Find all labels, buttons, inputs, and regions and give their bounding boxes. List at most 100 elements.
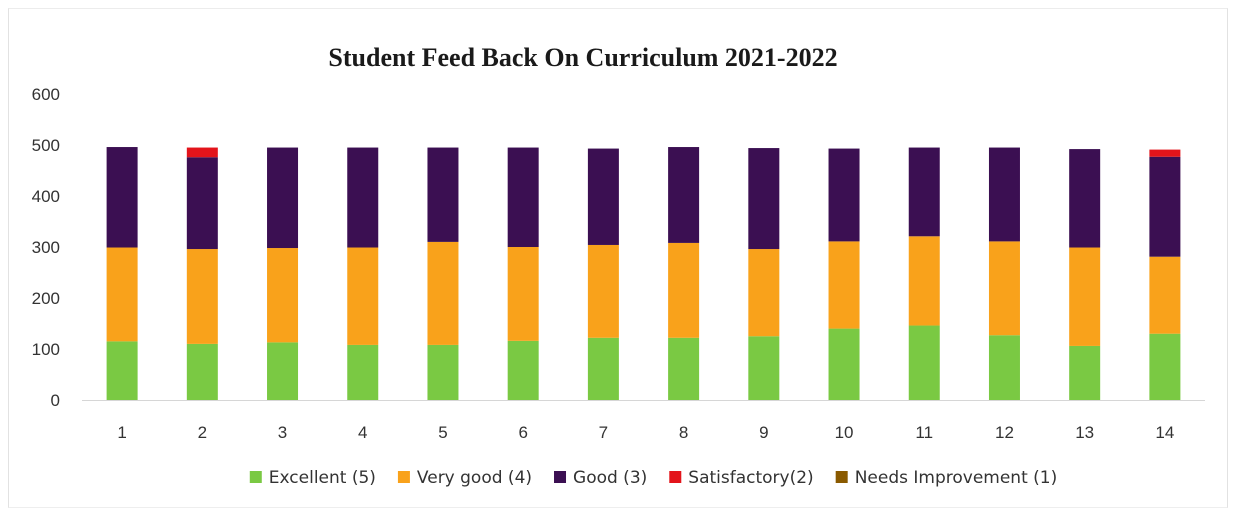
bar-stack	[347, 147, 379, 400]
y-tick-label: 0	[51, 391, 60, 410]
bar-stack	[1149, 149, 1181, 400]
y-tick-label: 200	[32, 289, 60, 308]
bar-segment	[507, 247, 539, 341]
bar-segment	[1149, 156, 1181, 257]
x-tick-label: 13	[1075, 423, 1094, 442]
bar-segment	[427, 344, 459, 400]
bar-stack	[988, 147, 1020, 400]
bar-segment	[106, 341, 138, 400]
bar-segment	[106, 147, 138, 248]
bar-segment	[587, 337, 619, 400]
bar-segment	[1069, 149, 1101, 248]
legend: Excellent (5) Very good (4) Good (3) Satisf…	[249, 468, 1058, 488]
x-tick-label: 9	[759, 423, 768, 442]
bar-stack	[427, 147, 459, 400]
y-tick-label: 600	[32, 85, 60, 104]
bars	[106, 147, 1181, 400]
y-axis: 0 100 200 300 400 500 600	[32, 85, 60, 410]
x-axis: 1 2 3 4 5 6 7 8 9 10 11 12 13 14	[117, 423, 1174, 442]
legend-swatch	[249, 471, 262, 483]
legend-swatch	[397, 471, 410, 483]
y-tick-label: 100	[32, 340, 60, 359]
x-tick-label: 3	[278, 423, 287, 442]
chart-frame	[8, 8, 1228, 508]
legend-item: Good (3)	[554, 468, 647, 488]
legend-swatch	[669, 471, 682, 483]
bar-stack	[587, 148, 619, 400]
y-tick-label: 400	[32, 187, 60, 206]
bar-segment	[587, 148, 619, 245]
legend-label: Needs Improvement (1)	[855, 468, 1058, 488]
bar-segment	[828, 328, 860, 400]
bar-segment	[668, 242, 700, 338]
bar-segment	[267, 248, 299, 343]
x-tick-label: 1	[117, 423, 126, 442]
bar-segment	[748, 249, 780, 337]
bar-stack	[267, 147, 299, 400]
bar-stack	[1069, 149, 1101, 400]
bar-segment	[347, 147, 379, 248]
bar-segment	[908, 147, 940, 237]
bar-segment	[186, 343, 218, 400]
bar-segment	[347, 247, 379, 345]
legend-label: Good (3)	[573, 468, 647, 488]
bar-segment	[186, 157, 218, 250]
bar-segment	[668, 337, 700, 400]
legend-label: Excellent (5)	[269, 468, 376, 488]
legend-label: Very good (4)	[417, 468, 532, 488]
x-tick-label: 14	[1155, 423, 1174, 442]
bar-segment	[988, 241, 1020, 336]
bar-segment	[668, 147, 700, 243]
bar-segment	[908, 236, 940, 326]
bar-segment	[186, 147, 218, 158]
bar-segment	[748, 336, 780, 400]
bar-segment	[1149, 149, 1181, 157]
bar-segment	[267, 342, 299, 400]
bar-stack	[828, 148, 860, 400]
x-tick-label: 10	[835, 423, 854, 442]
legend-item: Excellent (5)	[249, 468, 376, 488]
legend-label: Satisfactory(2)	[688, 468, 813, 488]
bar-segment	[1149, 256, 1181, 334]
bar-segment	[1069, 247, 1101, 346]
bar-segment	[1149, 333, 1181, 400]
bar-segment	[507, 147, 539, 247]
bar-segment	[988, 335, 1020, 400]
bar-segment	[828, 148, 860, 242]
bar-segment	[748, 148, 780, 250]
bar-stack	[186, 147, 218, 400]
x-tick-label: 12	[995, 423, 1014, 442]
x-tick-label: 4	[358, 423, 367, 442]
bar-segment	[988, 147, 1020, 242]
legend-swatch	[554, 471, 567, 483]
bar-segment	[828, 241, 860, 329]
x-tick-label: 7	[599, 423, 608, 442]
x-tick-label: 8	[679, 423, 688, 442]
bar-stack	[106, 147, 138, 400]
bar-segment	[106, 247, 138, 342]
x-tick-label: 11	[915, 423, 933, 442]
legend-item: Satisfactory(2)	[669, 468, 814, 488]
y-tick-label: 300	[32, 238, 60, 257]
bar-segment	[908, 325, 940, 400]
chart-title: Student Feed Back On Curriculum 2021-202…	[328, 43, 837, 72]
bar-segment	[267, 147, 299, 249]
bar-segment	[587, 244, 619, 338]
x-tick-label: 2	[198, 423, 207, 442]
bar-stack	[908, 147, 940, 400]
bar-stack	[668, 147, 700, 400]
bar-segment	[1069, 345, 1101, 400]
legend-item: Very good (4)	[397, 468, 532, 488]
legend-swatch	[835, 471, 848, 483]
bar-stack	[507, 147, 539, 400]
bar-segment	[427, 147, 459, 242]
x-tick-label: 5	[438, 423, 447, 442]
bar-segment	[427, 241, 459, 345]
bar-segment	[347, 344, 379, 400]
legend-item: Needs Improvement (1)	[835, 468, 1058, 488]
bar-stack	[748, 148, 780, 400]
x-tick-label: 6	[518, 423, 527, 442]
bar-segment	[507, 340, 539, 400]
y-tick-label: 500	[32, 136, 60, 155]
